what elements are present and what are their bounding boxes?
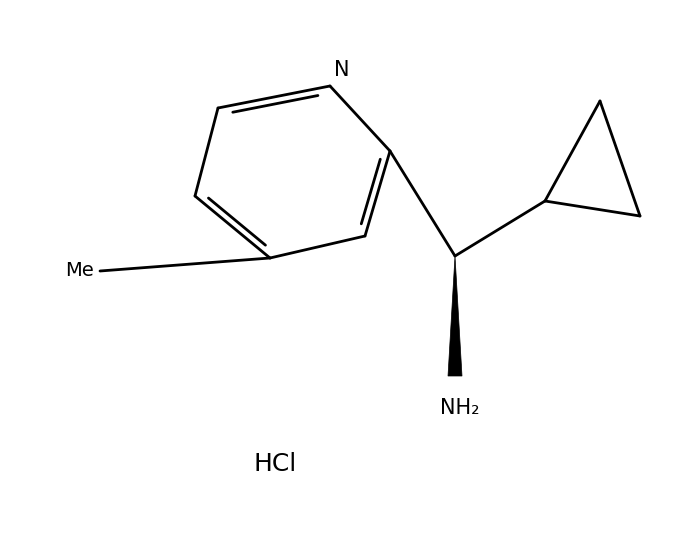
Text: N: N <box>334 60 350 80</box>
Text: Me: Me <box>65 262 94 280</box>
Polygon shape <box>448 256 462 376</box>
Text: NH₂: NH₂ <box>440 398 480 418</box>
Text: HCl: HCl <box>253 452 297 476</box>
